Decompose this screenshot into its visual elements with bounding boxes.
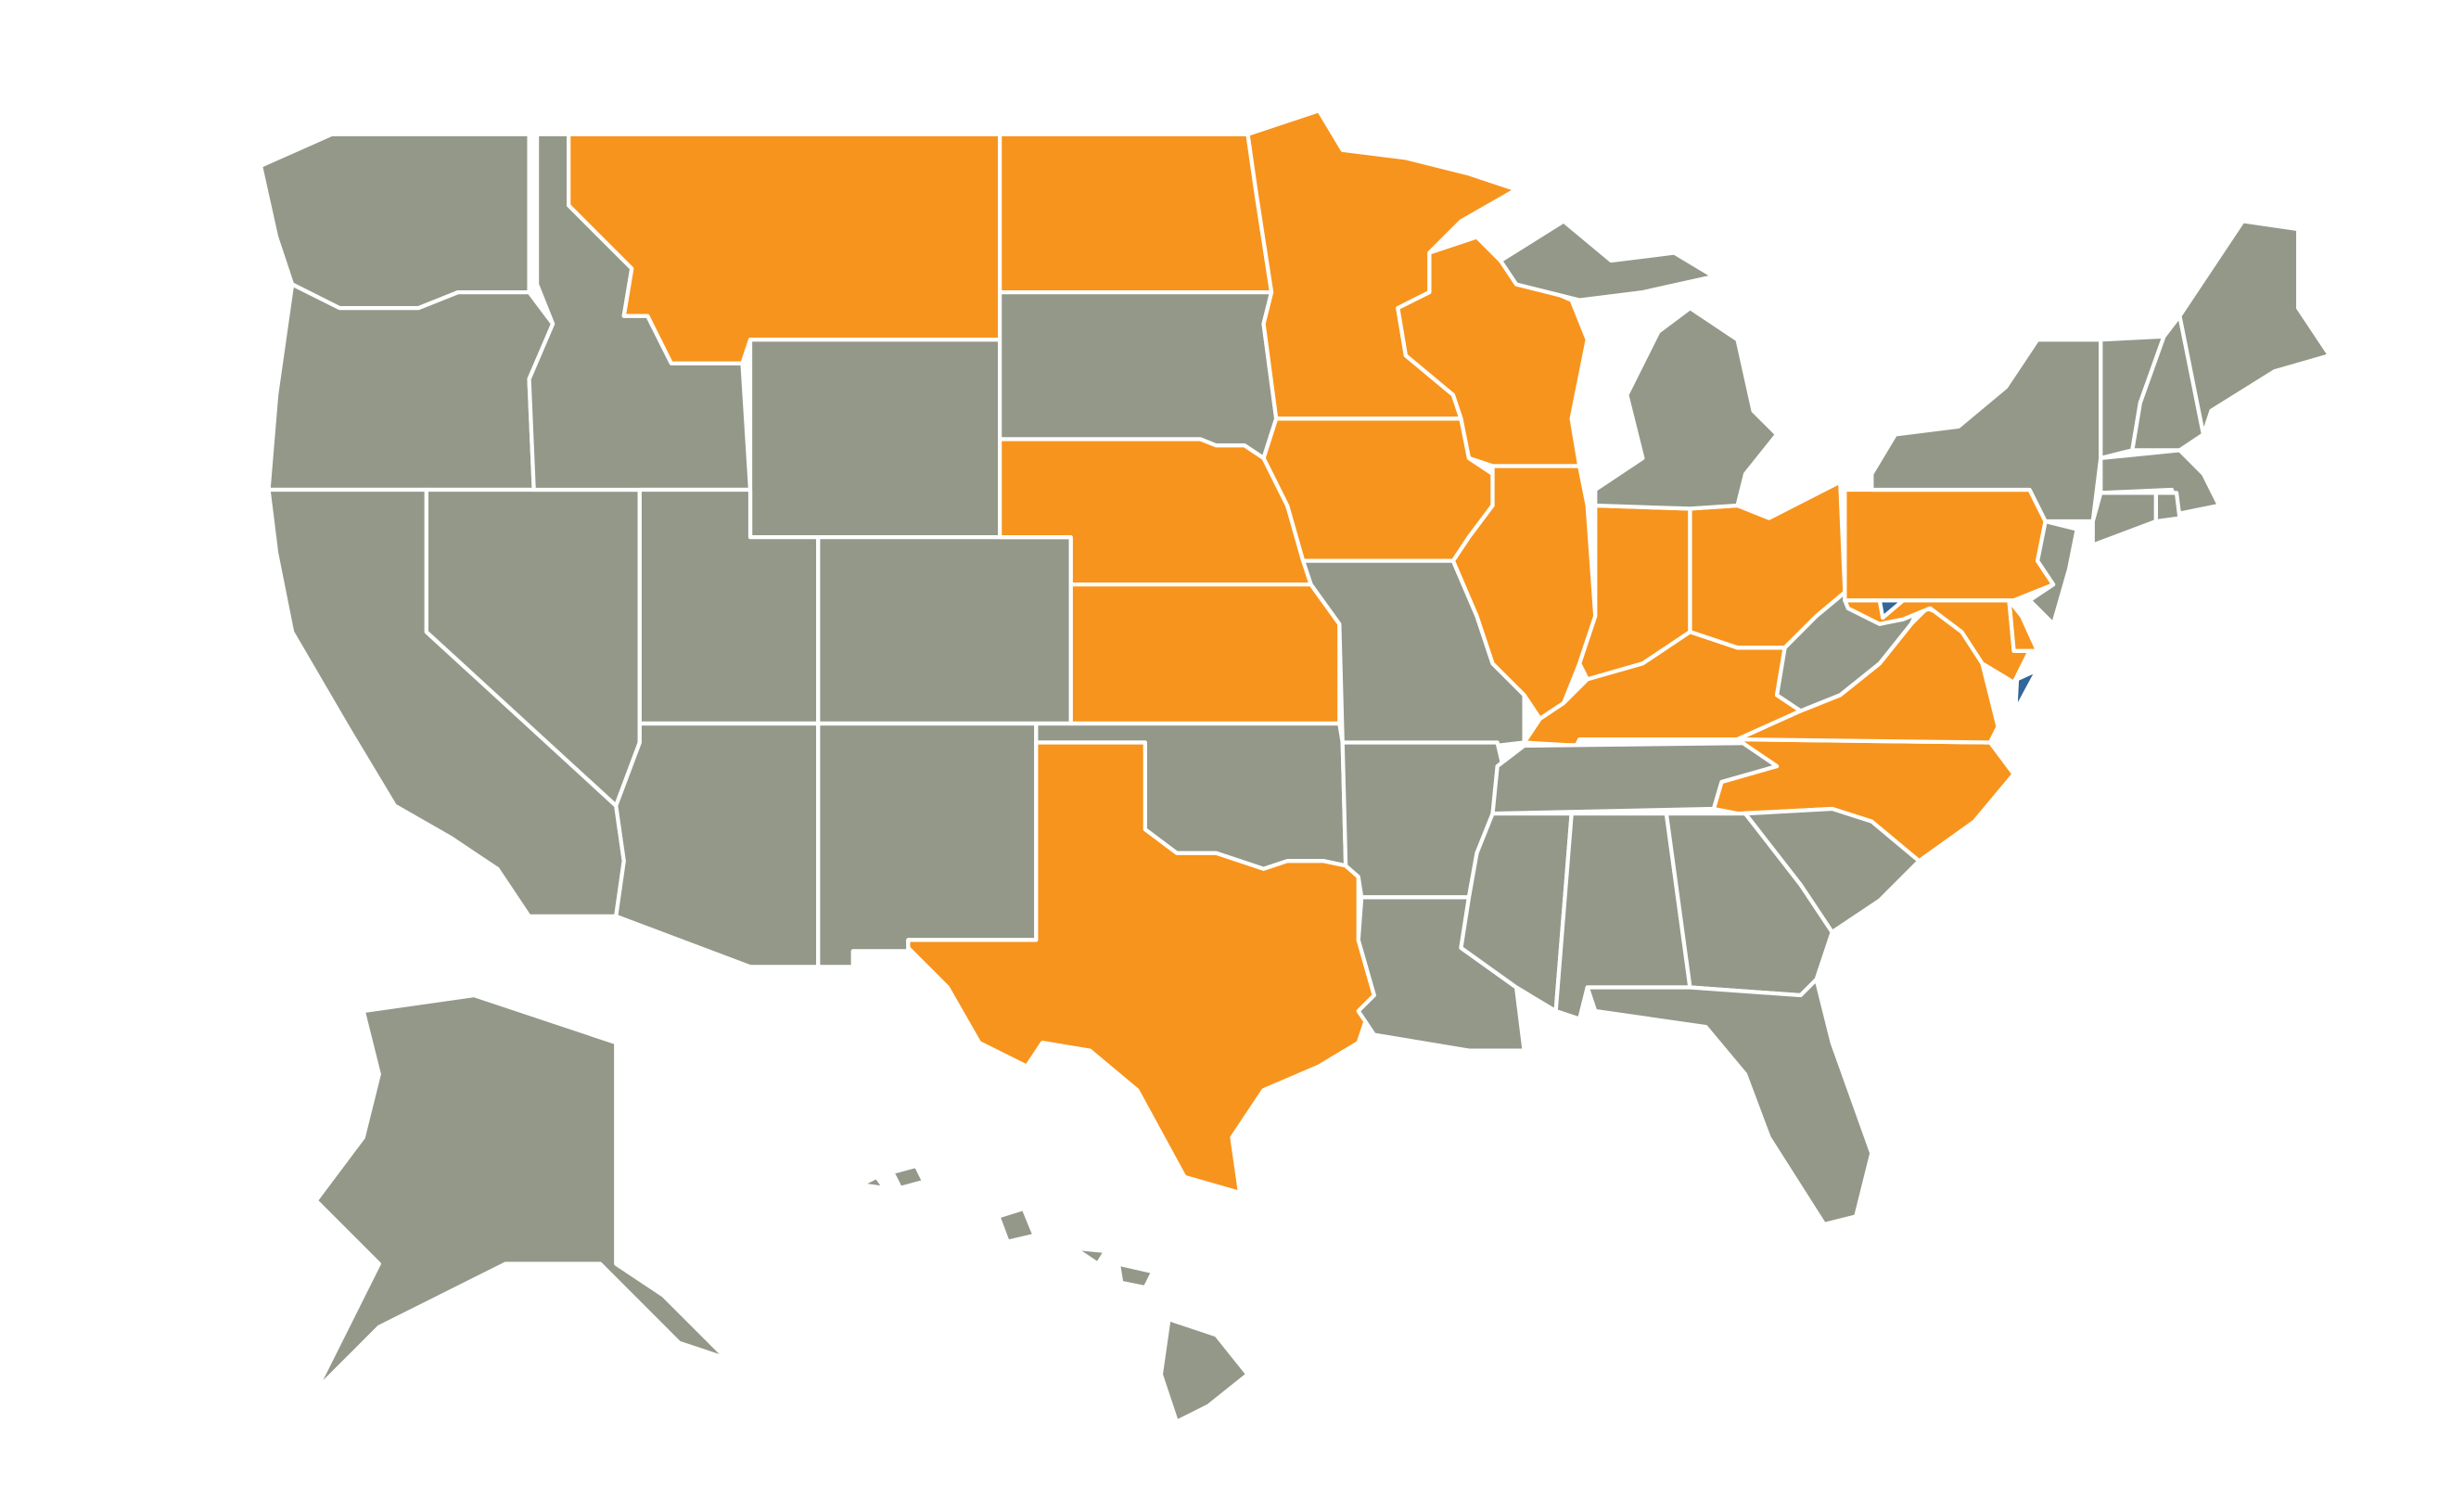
state-region-sc [1743, 806, 1921, 935]
state-region-az [614, 721, 821, 969]
state-region-fl [1585, 977, 1874, 1227]
state-region-de [2007, 598, 2040, 653]
state-region-or [266, 282, 555, 493]
state-region-mi-up [1498, 219, 1717, 302]
state-region-nm [816, 721, 1039, 969]
state-region-ri [2153, 491, 2182, 524]
state-region-il [1450, 464, 1598, 722]
state-region-ks [1068, 582, 1342, 726]
state-region-ia [1261, 416, 1495, 563]
state-region-co [816, 534, 1073, 726]
state-region-sd [997, 289, 1279, 461]
state-region-me [2177, 219, 2332, 437]
state-region-va-eastern-shore [2013, 668, 2040, 713]
state-region-mi [1593, 305, 1780, 511]
state-region-nd [997, 132, 1274, 295]
state-region-ky [1522, 630, 1803, 749]
state-region-wa [258, 132, 531, 311]
state-region-nj [2027, 518, 2079, 626]
state-region-tx [906, 740, 1376, 1196]
state-region-ak [313, 992, 729, 1392]
state-region-wy [747, 338, 1002, 540]
state-region-ct [2090, 491, 2159, 547]
state-region-pa [1843, 487, 2056, 603]
state-region-hi [859, 1163, 1250, 1425]
